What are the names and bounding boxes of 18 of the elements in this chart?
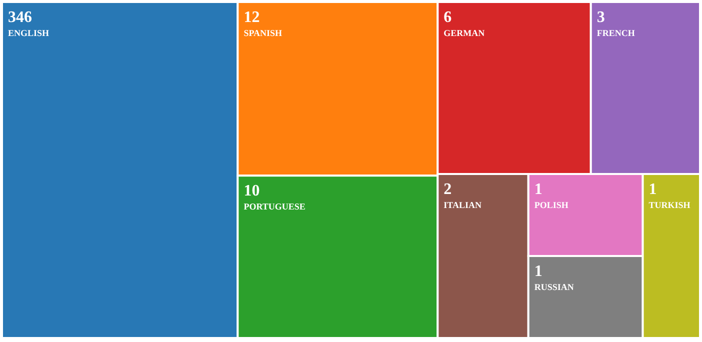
data-label: 1: [648, 180, 657, 198]
category-label: FRENCH: [596, 28, 635, 38]
data-label: 3: [596, 9, 605, 26]
category-label: GERMAN: [444, 28, 486, 38]
data-label: 1: [534, 180, 542, 198]
category-label: PORTUGUESE: [244, 202, 306, 212]
data-label: 346: [8, 9, 32, 26]
category-label: ENGLISH: [8, 28, 50, 38]
data-label: 12: [244, 9, 260, 26]
category-label: TURKISH: [648, 200, 690, 210]
data-label: 6: [444, 9, 452, 26]
category-label: POLISH: [534, 200, 568, 210]
data-label: 1: [534, 262, 542, 280]
category-label: SPANISH: [244, 28, 282, 38]
data-label: 2: [444, 180, 452, 198]
category-label: ITALIAN: [444, 200, 482, 210]
data-label: 10: [244, 182, 260, 200]
category-label: RUSSIAN: [534, 282, 574, 292]
